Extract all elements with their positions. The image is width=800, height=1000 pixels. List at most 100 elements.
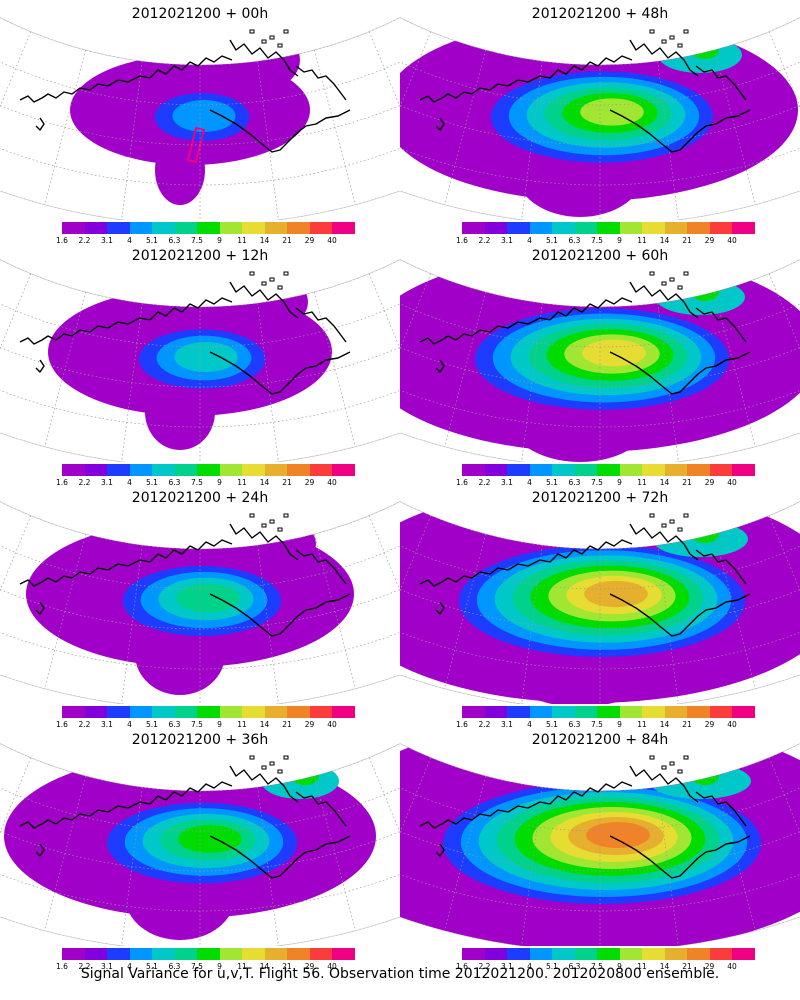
colorbar-labels: 1.6 2.2 3.1 4 5.1 6.3 7.5 9 11 14 21 29 40 — [456, 478, 762, 488]
colorbar-tick-label: 11 — [237, 720, 247, 729]
colorbar-tick-label: 1.6 — [56, 962, 68, 971]
colorbar-swatch — [197, 948, 220, 960]
colorbar-swatch — [152, 222, 175, 234]
colorbar-swatch — [507, 464, 530, 476]
colorbar — [62, 948, 355, 960]
colorbar-tick-label: 1.6 — [456, 236, 468, 245]
colorbar-tick-label: 3.1 — [101, 478, 113, 487]
colorbar-swatch — [197, 222, 220, 234]
colorbar — [462, 222, 755, 234]
colorbar-swatch — [687, 464, 710, 476]
colorbar-swatch — [484, 706, 507, 718]
colorbar — [62, 222, 355, 234]
colorbar-swatch — [687, 948, 710, 960]
panel-title: 2012021200 + 00h — [131, 6, 269, 22]
colorbar-swatch — [264, 222, 287, 234]
colorbar-tick-label: 4 — [127, 236, 132, 245]
colorbar-tick-label: 3.1 — [501, 236, 513, 245]
colorbar-swatch — [507, 706, 530, 718]
colorbar-swatch — [309, 948, 332, 960]
colorbar-tick-label: 6.3 — [568, 720, 581, 729]
colorbar — [462, 948, 755, 960]
colorbar-tick-label: 21 — [282, 478, 292, 487]
colorbar-swatch — [152, 464, 175, 476]
colorbar-tick-label: 11 — [637, 720, 647, 729]
panel-title: 2012021200 + 24h — [131, 490, 269, 506]
colorbar-tick-label: 40 — [327, 236, 337, 245]
colorbar-swatch — [462, 222, 485, 234]
colorbar-tick-label: 5.1 — [146, 720, 158, 729]
colorbar-swatch — [242, 464, 265, 476]
colorbar-swatch — [197, 464, 220, 476]
colorbar-swatch — [264, 464, 287, 476]
colorbar-labels: 1.6 2.2 3.1 4 5.1 6.3 7.5 9 11 14 21 29 40 — [56, 962, 362, 972]
colorbar-tick-label: 9 — [617, 478, 622, 487]
colorbar-labels: 1.6 2.2 3.1 4 5.1 6.3 7.5 9 11 14 21 29 40 — [456, 236, 762, 246]
colorbar-swatch — [129, 706, 152, 718]
colorbar-tick-label: 40 — [727, 236, 737, 245]
colorbar-swatch — [84, 706, 107, 718]
colorbar-swatch — [287, 948, 310, 960]
colorbar-swatch — [264, 948, 287, 960]
variance-map — [0, 248, 400, 462]
colorbar-swatch — [174, 222, 197, 234]
colorbar-swatch — [619, 464, 642, 476]
colorbar-swatch — [242, 706, 265, 718]
colorbar-swatch — [219, 948, 242, 960]
colorbar-swatch — [529, 222, 552, 234]
map-panel-48h: 2012021200 + 48h 1.6 2.2 3.1 4 5.1 6.3 7.5 9 11 1… — [400, 0, 800, 245]
colorbar-tick-label: 21 — [682, 720, 692, 729]
variance-map — [400, 6, 800, 220]
colorbar-tick-label: 14 — [259, 236, 270, 245]
colorbar-swatch — [732, 706, 755, 718]
colorbar-tick-label: 3.1 — [101, 720, 113, 729]
colorbar-tick-label: 21 — [282, 236, 292, 245]
colorbar-swatch — [152, 706, 175, 718]
colorbar-labels: 1.6 2.2 3.1 4 5.1 6.3 7.5 9 11 14 21 29 40 — [456, 720, 762, 730]
colorbar-swatch — [552, 222, 575, 234]
colorbar-tick-label: 14 — [659, 236, 670, 245]
colorbar-tick-label: 3.1 — [501, 720, 513, 729]
colorbar-tick-label: 11 — [237, 962, 247, 971]
colorbar-swatch — [242, 222, 265, 234]
panel-title: 2012021200 + 84h — [531, 732, 669, 748]
colorbar-swatch — [642, 948, 665, 960]
colorbar-tick-label: 11 — [237, 236, 247, 245]
colorbar-tick-label: 3.1 — [101, 236, 113, 245]
colorbar-tick-label: 2.2 — [478, 236, 491, 245]
colorbar-swatch — [574, 222, 597, 234]
colorbar-swatch — [309, 222, 332, 234]
colorbar-tick-label: 29 — [304, 236, 315, 245]
colorbar-tick-label: 9 — [217, 962, 222, 971]
colorbar-swatch — [664, 948, 687, 960]
colorbar-tick-label: 6.3 — [568, 236, 581, 245]
colorbar-tick-label: 4 — [527, 478, 532, 487]
colorbar-tick-label: 14 — [259, 478, 270, 487]
colorbar-tick-label: 29 — [704, 720, 715, 729]
colorbar-labels: 1.6 2.2 3.1 4 5.1 6.3 7.5 9 11 14 21 29 40 — [456, 962, 762, 972]
panel-title: 2012021200 + 36h — [131, 732, 269, 748]
colorbar-swatch — [574, 706, 597, 718]
colorbar-swatch — [129, 464, 152, 476]
colorbar-swatch — [242, 948, 265, 960]
colorbar-tick-label: 6.3 — [168, 962, 181, 971]
map-panel-84h: 2012021200 + 84h 1.6 2.2 3.1 4 5.1 6.3 7.5 9 11 1… — [400, 726, 800, 971]
colorbar-tick-label: 40 — [327, 478, 337, 487]
variance-map — [400, 732, 800, 946]
colorbar-tick-label: 5.1 — [146, 962, 158, 971]
colorbar-tick-label: 1.6 — [456, 962, 468, 971]
colorbar-tick-label: 40 — [327, 962, 337, 971]
colorbar-swatch — [219, 706, 242, 718]
colorbar-swatch — [619, 222, 642, 234]
colorbar-swatch — [709, 464, 732, 476]
colorbar-swatch — [332, 706, 355, 718]
colorbar-swatch — [62, 706, 85, 718]
colorbar-swatch — [62, 948, 85, 960]
colorbar-swatch — [732, 222, 755, 234]
colorbar-tick-label: 40 — [727, 720, 737, 729]
colorbar-tick-label: 40 — [327, 720, 337, 729]
colorbar-swatch — [732, 464, 755, 476]
colorbar-swatch — [84, 222, 107, 234]
colorbar-swatch — [529, 948, 552, 960]
colorbar-tick-label: 14 — [659, 962, 670, 971]
